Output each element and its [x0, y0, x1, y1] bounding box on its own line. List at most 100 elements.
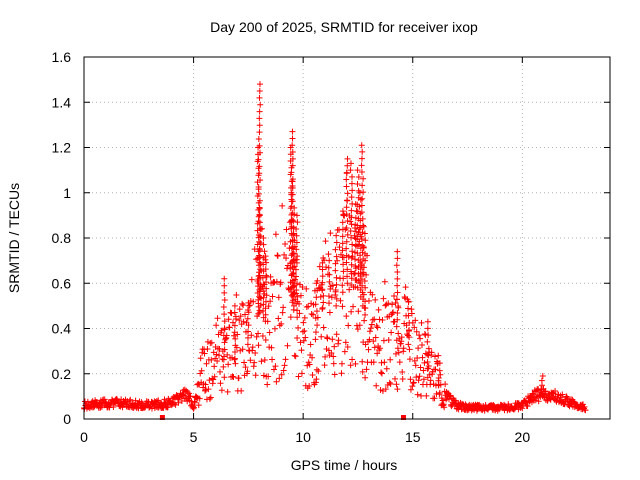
data-point	[339, 247, 346, 254]
data-point	[240, 318, 247, 325]
data-point	[256, 219, 263, 226]
data-point	[400, 345, 407, 352]
data-point	[408, 310, 415, 317]
data-point	[298, 370, 305, 377]
chart-title: Day 200 of 2025, SRMTID for receiver ixo…	[210, 19, 478, 35]
data-point	[319, 266, 326, 273]
data-point	[344, 155, 351, 162]
data-point	[221, 275, 228, 282]
data-point	[256, 205, 263, 212]
data-point	[299, 283, 306, 290]
data-point	[336, 244, 343, 251]
data-point	[354, 326, 361, 333]
data-point	[405, 341, 412, 348]
data-point	[412, 362, 419, 369]
data-point	[275, 315, 282, 322]
data-point	[535, 398, 542, 405]
data-point	[343, 224, 350, 231]
data-point	[319, 286, 326, 293]
data-point	[435, 352, 442, 359]
data-point	[343, 245, 350, 252]
data-point	[307, 341, 314, 348]
data-point	[351, 249, 358, 256]
data-point	[435, 382, 442, 389]
data-point	[252, 372, 259, 379]
data-point	[231, 309, 238, 316]
data-point	[358, 155, 365, 162]
data-point	[262, 253, 269, 260]
data-point	[290, 270, 297, 277]
data-point	[431, 395, 438, 402]
data-point	[246, 302, 253, 309]
data-point	[339, 219, 346, 226]
data-point	[344, 231, 351, 238]
data-point	[171, 400, 178, 407]
data-point	[352, 214, 359, 221]
data-point	[320, 299, 327, 306]
data-point	[354, 243, 361, 250]
data-point	[367, 325, 374, 332]
data-point	[358, 162, 365, 169]
data-point	[251, 359, 258, 366]
data-point	[216, 368, 223, 375]
data-point	[221, 339, 228, 346]
data-point	[405, 298, 412, 305]
data-point	[393, 323, 400, 330]
data-point	[348, 275, 355, 282]
data-point	[348, 268, 355, 275]
data-point	[298, 347, 305, 354]
data-point	[255, 213, 262, 220]
data-point	[228, 310, 235, 317]
data-point	[333, 239, 340, 246]
data-point	[539, 391, 546, 398]
data-point	[267, 273, 274, 280]
data-point	[413, 374, 420, 381]
data-point	[254, 241, 261, 248]
grid-lines	[84, 57, 610, 419]
data-point	[297, 292, 304, 299]
data-point	[255, 330, 262, 337]
data-point	[381, 278, 388, 285]
data-point	[207, 394, 214, 401]
data-point	[383, 365, 390, 372]
data-point	[246, 302, 253, 309]
data-point	[263, 259, 270, 266]
data-point	[396, 359, 403, 366]
data-point	[255, 144, 262, 151]
data-point	[254, 179, 261, 186]
data-point	[418, 319, 425, 326]
data-point	[244, 315, 251, 322]
data-point	[355, 308, 362, 315]
data-point	[352, 256, 359, 263]
data-point	[225, 316, 232, 323]
data-point	[291, 204, 298, 211]
data-point	[387, 356, 394, 363]
data-point	[236, 317, 243, 324]
data-point	[195, 380, 202, 387]
data-point	[187, 393, 194, 400]
data-point	[349, 187, 356, 194]
data-point	[252, 349, 259, 356]
data-point	[406, 319, 413, 326]
data-point	[382, 386, 389, 393]
data-point	[269, 356, 276, 363]
data-point	[358, 142, 365, 149]
data-point	[436, 389, 443, 396]
data-point	[289, 128, 296, 135]
data-point	[290, 218, 297, 225]
data-point	[225, 361, 232, 368]
data-point	[321, 362, 328, 369]
data-point	[309, 372, 316, 379]
data-point	[340, 212, 347, 219]
data-point	[538, 386, 545, 393]
data-point	[290, 290, 297, 297]
data-point	[258, 358, 265, 365]
data-point	[257, 233, 264, 240]
data-point	[347, 362, 354, 369]
data-point	[281, 362, 288, 369]
data-point	[206, 395, 213, 402]
data-point	[256, 309, 263, 316]
x-tick-label: 20	[515, 429, 531, 445]
data-point	[263, 292, 270, 299]
plot-frame	[83, 56, 611, 420]
